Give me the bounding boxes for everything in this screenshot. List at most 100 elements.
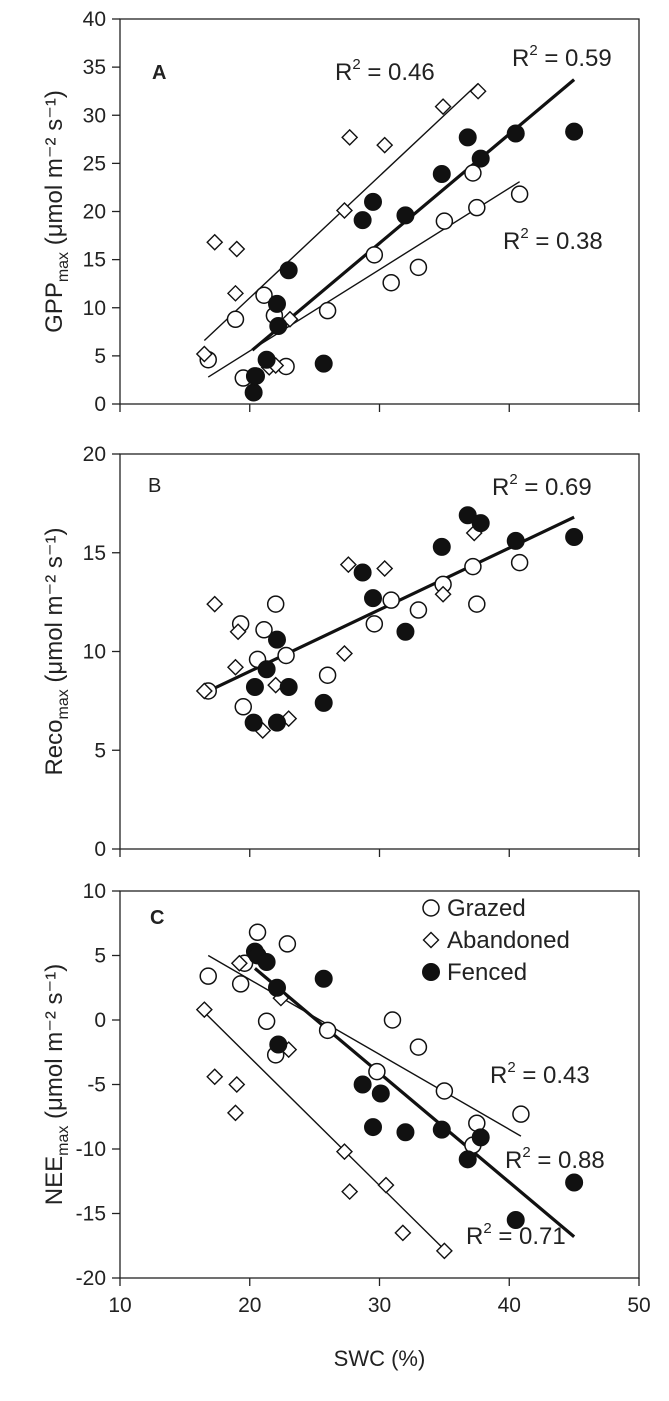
series-abandoned [195, 954, 453, 1260]
y-axis-label: Recomax (μmol m⁻² s⁻¹) [41, 527, 72, 775]
data-point-fenced [244, 383, 263, 402]
data-point-abandoned [335, 644, 353, 662]
data-point-grazed [255, 286, 273, 304]
data-point-grazed [464, 557, 482, 576]
data-point-grazed [318, 1021, 337, 1040]
data-point-grazed [409, 1038, 428, 1056]
data-point-grazed [383, 1011, 402, 1029]
x-tick-label: 50 [627, 1294, 650, 1317]
y-tick-label: 10 [83, 880, 106, 903]
data-point-grazed [382, 591, 400, 609]
data-point-fenced [396, 622, 415, 641]
data-point-fenced [396, 1123, 415, 1142]
r2-label: R2 = 0.43 [490, 1059, 590, 1089]
data-point-grazed [266, 595, 285, 613]
data-point-abandoned [226, 284, 244, 302]
regression-line-grazed [207, 181, 521, 378]
data-point-fenced [314, 969, 333, 988]
data-point-grazed [468, 198, 486, 217]
data-point-grazed [382, 273, 400, 292]
r2-label: R2 = 0.88 [505, 1144, 605, 1174]
y-tick-label: 5 [94, 739, 106, 762]
y-tick-label: 0 [94, 393, 106, 416]
r2-label: R2 = 0.71 [466, 1220, 566, 1250]
data-point-fenced [432, 1120, 451, 1139]
y-tick-label: 20 [83, 443, 106, 466]
y-tick-label: 0 [94, 1009, 106, 1032]
data-point-abandoned [195, 682, 213, 700]
panel-letter: B [148, 475, 161, 497]
series-fenced [245, 942, 584, 1229]
data-point-grazed [255, 621, 273, 639]
data-point-abandoned [228, 1076, 246, 1093]
data-point-grazed [199, 967, 217, 985]
legend-label-abandoned: Abandoned [447, 927, 570, 954]
y-tick-label: 40 [83, 8, 106, 31]
chart-panel-b: 0 5 10 15 20 Recomax (μmol m⁻² s⁻¹) B R2 = 0.69 [41, 443, 640, 861]
data-point-abandoned [226, 1104, 244, 1122]
data-point-fenced [458, 128, 477, 147]
data-point-fenced [364, 192, 383, 211]
data-point-grazed [234, 698, 253, 716]
data-point-abandoned [229, 623, 247, 641]
data-point-fenced [257, 350, 276, 369]
data-point-abandoned [228, 240, 246, 258]
data-point-abandoned [434, 585, 452, 603]
data-point-fenced [432, 164, 451, 183]
data-point-abandoned [230, 954, 248, 972]
r2-label: R2 = 0.59 [512, 42, 612, 72]
y-tick-label: 25 [83, 152, 106, 175]
data-point-grazed [226, 310, 245, 329]
x-tick-label: 20 [238, 1294, 261, 1317]
data-point-fenced [257, 952, 276, 971]
y-axis-label: NEEmax (μmol m⁻² s⁻¹) [41, 964, 72, 1205]
y-tick-label: 5 [94, 945, 106, 968]
r2-label: R2 = 0.38 [503, 225, 603, 255]
data-point-abandoned [469, 82, 487, 100]
data-point-grazed [468, 595, 486, 613]
data-point-grazed [510, 553, 529, 572]
y-tick-label: 0 [94, 838, 106, 861]
data-point-fenced [506, 531, 525, 550]
data-point-grazed [435, 1082, 454, 1100]
data-point-abandoned [195, 1001, 213, 1019]
data-point-fenced [269, 317, 288, 336]
y-tick-label: -20 [76, 1267, 106, 1290]
legend-label-fenced: Fenced [447, 959, 527, 986]
series-fenced [244, 506, 584, 732]
data-point-abandoned [394, 1224, 412, 1242]
data-point-grazed [257, 1012, 276, 1031]
y-tick-label: 5 [94, 345, 106, 368]
series-abandoned [195, 82, 487, 376]
data-point-grazed [368, 1062, 386, 1081]
data-point-abandoned [335, 202, 353, 220]
y-tick-label: -5 [87, 1074, 106, 1097]
data-point-fenced [471, 1128, 490, 1147]
data-point-fenced [314, 693, 333, 712]
data-point-abandoned [267, 676, 285, 694]
data-point-abandoned [339, 556, 357, 574]
panel-letter: C [150, 907, 164, 929]
series-grazed [199, 164, 529, 387]
legend-marker-abandoned [422, 931, 440, 949]
data-point-grazed [409, 258, 428, 277]
regression-line-grazed [207, 954, 522, 1137]
data-point-abandoned [335, 1143, 353, 1161]
data-point-abandoned [206, 233, 224, 251]
data-point-grazed [248, 923, 267, 942]
data-point-fenced [279, 678, 298, 697]
data-point-grazed [464, 164, 482, 182]
regression-line-fenced [253, 967, 576, 1238]
data-point-grazed [365, 246, 384, 264]
data-point-grazed [278, 935, 297, 953]
data-point-fenced [565, 527, 584, 546]
data-point-fenced [267, 294, 286, 313]
data-point-fenced [458, 506, 477, 525]
data-point-grazed [365, 615, 384, 633]
data-point-fenced [471, 149, 490, 168]
series-fenced [244, 122, 584, 402]
data-point-abandoned [195, 345, 213, 363]
data-point-fenced [353, 1075, 372, 1094]
legend: Grazed Abandoned Fenced [422, 895, 570, 986]
data-point-abandoned [226, 658, 244, 676]
